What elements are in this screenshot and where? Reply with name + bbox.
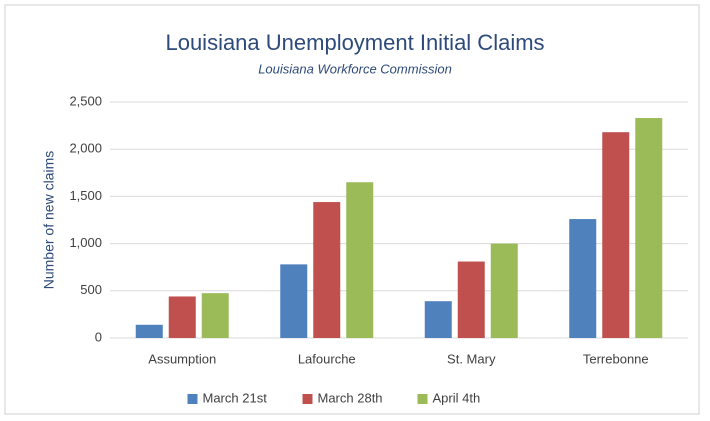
bar [424, 301, 452, 338]
bar [569, 219, 597, 338]
bar [490, 243, 518, 338]
legend-label: April 4th [433, 390, 481, 405]
bar [168, 296, 196, 338]
x-tick-label: Assumption [148, 351, 216, 366]
y-tick-label: 2,500 [69, 93, 102, 108]
legend-swatch [302, 394, 313, 404]
bar [602, 132, 630, 338]
y-tick-label: 2,000 [69, 141, 102, 156]
x-tick-label: St. Mary [447, 351, 496, 366]
bar [457, 261, 485, 338]
y-tick-label: 1,000 [69, 235, 102, 250]
y-axis-label: Number of new claims [41, 151, 57, 290]
chart-title: Louisiana Unemployment Initial Claims [165, 30, 544, 55]
bar [201, 293, 229, 338]
x-tick-label: Terrebonne [583, 351, 649, 366]
legend-swatch [187, 394, 198, 404]
x-tick-label: Lafourche [298, 351, 356, 366]
bar [135, 324, 163, 338]
legend-swatch [417, 394, 428, 404]
bar [313, 202, 341, 338]
legend-label: March 28th [318, 390, 383, 405]
y-tick-label: 500 [80, 282, 102, 297]
chart-subtitle: Louisiana Workforce Commission [258, 61, 452, 76]
bar [635, 118, 663, 338]
y-tick-label: 1,500 [69, 188, 102, 203]
bar [280, 264, 308, 338]
legend-label: March 21st [203, 390, 268, 405]
y-tick-label: 0 [95, 329, 102, 344]
bar [346, 182, 374, 338]
